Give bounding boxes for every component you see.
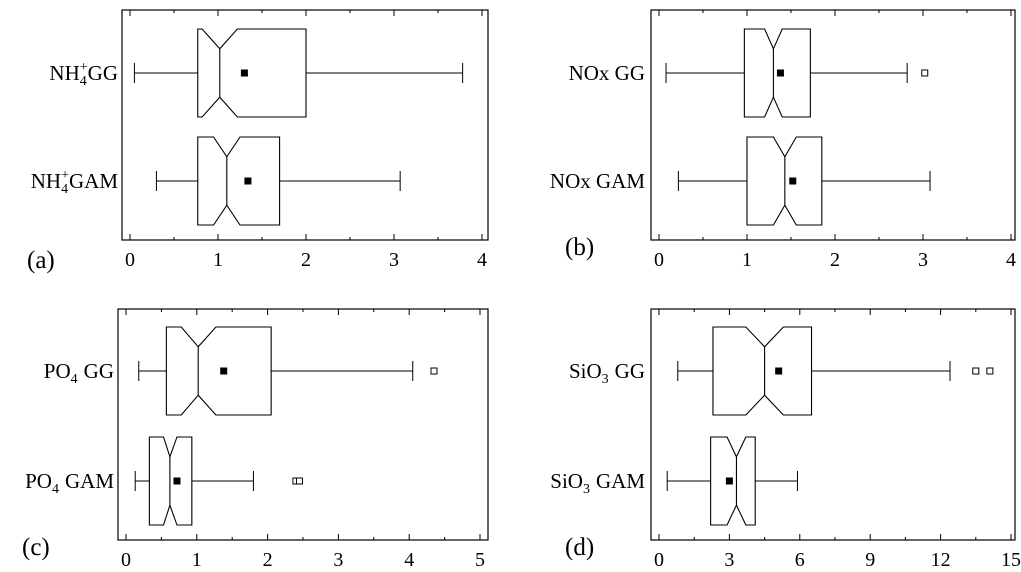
x-tick-label: 3 xyxy=(333,549,343,571)
x-tick-label: 4 xyxy=(404,549,414,571)
panel-label: (d) xyxy=(565,534,594,561)
x-tick-label: 15 xyxy=(1001,549,1021,571)
outlier-point xyxy=(430,367,438,375)
mean-marker xyxy=(776,69,784,77)
outlier-point xyxy=(295,477,303,485)
category-label: PO4 GG xyxy=(44,359,114,387)
notched-box xyxy=(165,326,272,416)
plot-frame xyxy=(650,308,1016,541)
mean-marker xyxy=(775,367,783,375)
x-tick-label: 9 xyxy=(865,549,875,571)
x-tick-label: 3 xyxy=(724,549,734,571)
x-tick-label: 2 xyxy=(263,549,273,571)
panel-label: (a) xyxy=(27,247,55,274)
box-series-0: SiO3 GG xyxy=(569,326,994,416)
x-tick-label: 6 xyxy=(795,549,805,571)
box-series-0: NOx GG xyxy=(569,28,929,118)
chart-panel-a: 0 1 2 3 4 (a) NH4+GG NH4+GAM xyxy=(27,9,489,274)
x-tick-label: 3 xyxy=(918,249,928,271)
x-tick-label: 0 xyxy=(654,249,664,271)
mean-marker xyxy=(244,177,252,185)
x-tick-label: 1 xyxy=(213,249,223,271)
x-tick-label: 0 xyxy=(125,249,135,271)
outlier-point xyxy=(986,367,994,375)
category-label: PO4 GAM xyxy=(25,469,114,497)
x-tick-label: 1 xyxy=(742,249,752,271)
x-tick-label: 3 xyxy=(389,249,399,271)
chart-panel-c: 0 1 2 3 4 5 (c) PO4 GG PO4 GAM xyxy=(22,308,489,571)
notched-box xyxy=(712,326,813,416)
outlier-point xyxy=(972,367,980,375)
x-tick-label: 0 xyxy=(654,549,664,571)
box-series-1: NH4+GAM xyxy=(31,136,401,226)
plot-frame xyxy=(650,9,1016,241)
category-label: SiO3 GG xyxy=(569,359,645,387)
x-tick-label: 4 xyxy=(477,249,487,271)
x-tick-label: 2 xyxy=(301,249,311,271)
chart-panel-b: 0 1 2 3 4 (b) NOx GG NOx GAM xyxy=(550,9,1016,271)
category-label: NOx GAM xyxy=(550,169,645,193)
outlier-point xyxy=(921,69,929,77)
mean-marker xyxy=(220,367,228,375)
notched-box xyxy=(197,136,281,226)
notched-box xyxy=(710,436,756,526)
x-tick-label: 5 xyxy=(475,549,485,571)
mean-marker xyxy=(173,477,181,485)
category-label: NH4+GG xyxy=(49,60,118,89)
box-series-0: NH4+GG xyxy=(49,28,464,118)
plot-frame xyxy=(121,9,489,241)
notched-box xyxy=(148,436,193,526)
mean-marker xyxy=(789,177,797,185)
box-series-1: PO4 GAM xyxy=(25,436,303,526)
x-tick-label: 2 xyxy=(830,249,840,271)
box-series-1: NOx GAM xyxy=(550,136,931,226)
x-tick-label: 0 xyxy=(121,549,131,571)
x-tick-label: 1 xyxy=(192,549,202,571)
panel-label: (b) xyxy=(565,234,594,261)
category-label: NOx GG xyxy=(569,61,645,85)
category-label: SiO3 GAM xyxy=(550,469,645,497)
x-tick-label: 12 xyxy=(931,549,951,571)
mean-marker xyxy=(725,477,733,485)
box-series-0: PO4 GG xyxy=(44,326,438,416)
notched-box xyxy=(197,28,307,118)
box-series-1: SiO3 GAM xyxy=(550,436,798,526)
x-tick-label: 4 xyxy=(1006,249,1016,271)
mean-marker xyxy=(240,69,248,77)
category-label: NH4+GAM xyxy=(31,168,119,197)
panel-label: (c) xyxy=(22,534,50,561)
chart-panel-d: 0 3 6 9 12 15 (d) SiO3 GG SiO3 GAM xyxy=(550,308,1021,571)
